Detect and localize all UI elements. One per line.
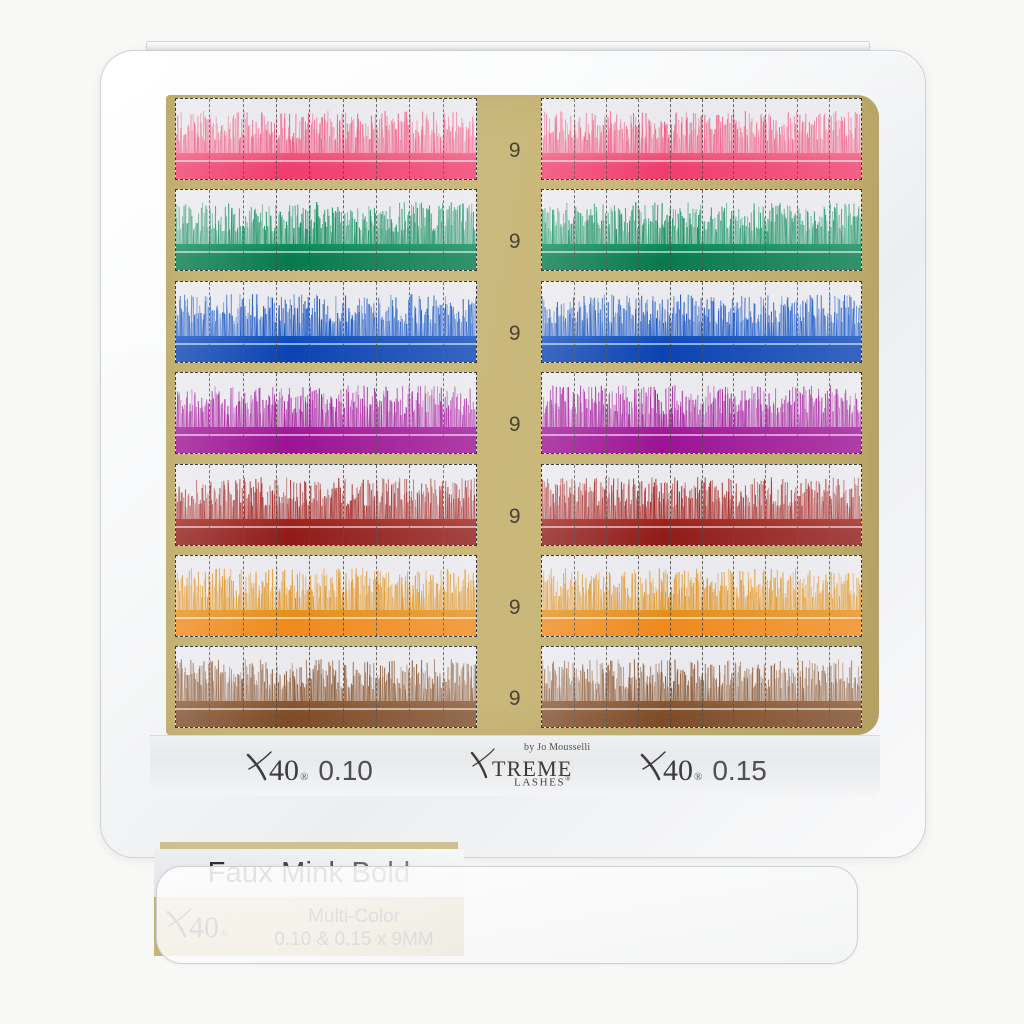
lash-fiber-fan xyxy=(176,659,476,706)
brand-subwordmark-text: LASHES xyxy=(514,776,566,789)
x40-x-glyph xyxy=(246,750,272,781)
x40-number: 40 xyxy=(269,754,299,787)
strip-segment-dividers xyxy=(542,464,861,545)
lash-fibers-fill xyxy=(176,373,476,454)
lash-length-label-5: 9 xyxy=(508,504,522,528)
strip-segment-dividers xyxy=(176,373,476,454)
lash-strip-green-0.10[interactable] xyxy=(175,189,477,272)
strip-segment-dividers xyxy=(542,556,861,636)
brand-wordmark: TREME xyxy=(470,748,573,782)
lash-strip-brown-0.15[interactable] xyxy=(541,646,862,729)
lash-fibers-fill xyxy=(176,647,476,728)
brand-subwordmark: LASHES® xyxy=(514,775,572,789)
x40-registered-mark: ® xyxy=(694,771,703,783)
lash-strip-purple-0.15[interactable] xyxy=(541,372,862,455)
strip-segment-dividers xyxy=(176,190,476,271)
lash-strip-pink-0.15[interactable] xyxy=(541,98,862,180)
lash-adhesive-band xyxy=(176,610,476,636)
brand-wordmark-text: TREME xyxy=(492,756,573,781)
lash-fibers-fill xyxy=(176,465,476,545)
lash-fibers-fill xyxy=(176,190,476,271)
strip-segment-dividers xyxy=(176,464,476,545)
gauge-label-left: 40 ® 0.10 xyxy=(246,750,373,788)
x40-registered-mark: ® xyxy=(300,771,309,783)
lash-strip-green-0.15[interactable] xyxy=(541,189,862,272)
gauge-value-right: 0.15 xyxy=(712,755,767,786)
x40-logo-right: 40 ® xyxy=(640,750,702,788)
lash-strip-orange-0.10[interactable] xyxy=(175,555,477,637)
lash-adhesive-band xyxy=(176,701,476,728)
lash-length-label-7: 9 xyxy=(508,687,522,711)
strip-segment-dividers xyxy=(542,99,861,179)
strip-segment-dividers xyxy=(542,190,861,271)
lash-length-label-2: 9 xyxy=(508,230,522,254)
strip-segment-dividers xyxy=(176,647,476,728)
lash-strip-orange-0.15[interactable] xyxy=(541,555,862,637)
strip-segment-dividers xyxy=(542,281,861,362)
strip-segment-dividers xyxy=(176,281,476,362)
strip-segment-dividers xyxy=(176,556,476,636)
lash-strip-blue-0.10[interactable] xyxy=(175,280,477,363)
x40-x-glyph xyxy=(640,750,666,781)
lash-length-label-1: 9 xyxy=(508,139,522,162)
lash-fibers-fill xyxy=(176,99,476,179)
lash-length-column: 9 9 9 9 9 9 9 xyxy=(480,95,550,735)
lash-fiber-fan xyxy=(176,568,476,615)
lash-adhesive-band xyxy=(176,518,476,545)
lash-strip-red-0.15[interactable] xyxy=(541,463,862,546)
case-lower-lid-flap xyxy=(156,866,858,964)
tray-footer-band: 40 ® 0.10 40 ® 0.15 xyxy=(150,735,880,796)
lash-length-label-4: 9 xyxy=(508,413,522,437)
lash-length-label-6: 9 xyxy=(508,596,522,619)
lash-fibers-fill xyxy=(176,556,476,636)
lash-strip-brown-0.10[interactable] xyxy=(175,646,477,729)
lash-fiber-fan xyxy=(542,294,861,340)
lash-fibers-fill xyxy=(176,282,476,362)
gauge-value-left: 0.10 xyxy=(318,755,373,786)
lash-strip-red-0.10[interactable] xyxy=(175,463,477,546)
lash-strip-purple-0.10[interactable] xyxy=(175,372,477,455)
x40-logo-left: 40 ® xyxy=(246,750,308,788)
lash-adhesive-band xyxy=(176,153,476,179)
gauge-label-right: 40 ® 0.15 xyxy=(640,750,767,788)
lash-fiber-fan xyxy=(542,111,861,158)
brand-x-glyph xyxy=(470,748,495,779)
brand-registered-mark: ® xyxy=(565,775,573,783)
lash-fiber-fan xyxy=(542,202,861,249)
strip-segment-dividers xyxy=(542,647,861,728)
brand-byline: by Jo Mousselli xyxy=(524,742,591,753)
lash-adhesive-band xyxy=(176,244,476,271)
lash-strip-blue-0.15[interactable] xyxy=(541,280,862,363)
lash-fiber-fan xyxy=(542,385,861,432)
lash-fiber-fan xyxy=(542,476,861,523)
strip-segment-dividers xyxy=(542,373,861,454)
x40-number: 40 xyxy=(663,754,693,787)
lash-adhesive-band xyxy=(176,335,476,362)
lash-length-label-3: 9 xyxy=(508,321,522,345)
xtreme-lashes-logo: by Jo Mousselli TREME LASHES® xyxy=(470,742,612,792)
lash-strip-pink-0.10[interactable] xyxy=(175,98,477,180)
strip-segment-dividers xyxy=(176,99,476,179)
label-gold-accent-line xyxy=(160,842,458,849)
lash-adhesive-band xyxy=(176,427,476,454)
